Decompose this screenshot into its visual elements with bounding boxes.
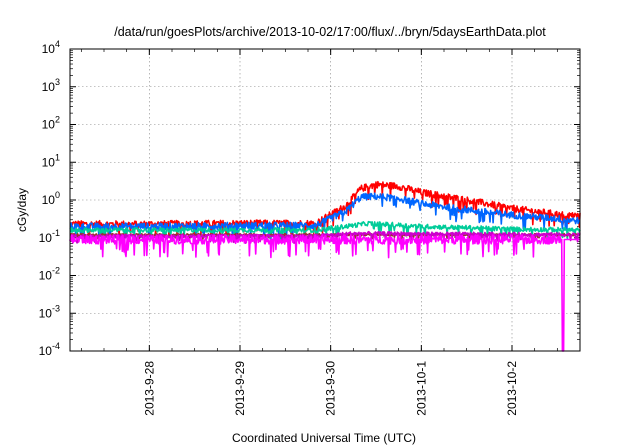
y-axis-label: cGy/day [15, 188, 29, 232]
x-tick-label: 2013-9-28 [142, 361, 156, 416]
x-tick-label: 2013-9-30 [324, 361, 338, 416]
y-tick-label: 10-1 [39, 228, 60, 245]
x-axis-label: Coordinated Universal Time (UTC) [232, 431, 416, 445]
x-tick-label: 2013-9-29 [233, 361, 247, 416]
x-tick-label: 2013-10-2 [505, 361, 519, 416]
plot-frame [69, 48, 581, 352]
series-line [69, 192, 581, 241]
grid [70, 49, 580, 351]
series-line [69, 234, 581, 352]
y-tick-label: 10-4 [39, 341, 60, 358]
x-tick-label: 2013-10-1 [414, 361, 428, 416]
y-tick-label: 10-2 [39, 266, 60, 283]
y-tick-label: 103 [42, 77, 60, 94]
y-tick-label: 102 [42, 115, 60, 132]
y-tick-label: 10-3 [39, 303, 60, 320]
chart-title: /data/run/goesPlots/archive/2013-10-02/1… [114, 25, 546, 39]
series-line [69, 220, 581, 240]
y-tick-label: 100 [42, 190, 60, 207]
tick-labels: 10-4 10-3 10-2 10-1 100 101 102 103 104 2013-9-28… [39, 39, 519, 416]
series-group [69, 180, 581, 352]
y-tick-label: 104 [42, 39, 60, 56]
y-tick-label: 101 [42, 152, 60, 169]
series-line [69, 180, 581, 238]
